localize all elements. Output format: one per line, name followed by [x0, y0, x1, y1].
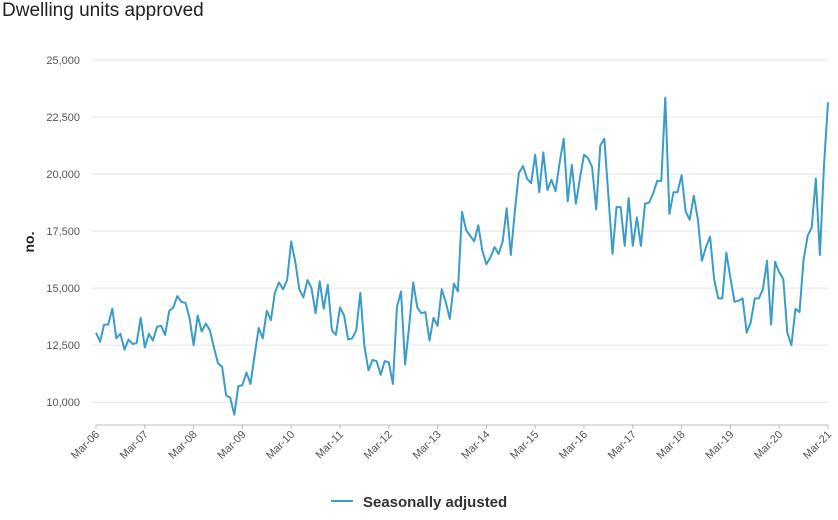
- y-tick-label: 22,500: [46, 112, 80, 124]
- x-tick-label: Mar-11: [314, 429, 347, 462]
- x-tick-label: Mar-07: [118, 429, 151, 462]
- x-tick-label: Mar-21: [801, 429, 834, 462]
- x-tick-label: Mar-13: [411, 429, 444, 462]
- x-tick-label: Mar-17: [606, 429, 639, 462]
- y-tick-label: 20,000: [46, 169, 80, 181]
- x-tick-label: Mar-10: [264, 429, 297, 462]
- y-tick-label: 25,000: [46, 55, 80, 67]
- gridlines: [92, 59, 828, 403]
- legend-swatch: [330, 500, 353, 503]
- x-axis-ticks: Mar-06 Mar-07 Mar-08 Mar-09 Mar-10 Mar-11 Mar-…: [69, 425, 834, 462]
- legend-label: Seasonally adjusted: [362, 494, 508, 511]
- x-tick-label: Mar-09: [215, 429, 248, 462]
- x-tick-label: Mar-16: [557, 429, 590, 462]
- series-line-seasonally-adjusted: [95, 96, 829, 416]
- chart-title: Dwelling units approved: [2, 0, 204, 21]
- y-tick-label: 15,000: [46, 283, 80, 295]
- x-tick-label: Mar-18: [655, 429, 688, 462]
- legend[interactable]: Seasonally adjusted: [0, 494, 838, 511]
- x-tick-label: Mar-14: [459, 429, 492, 462]
- y-axis-label: no.: [21, 232, 37, 253]
- x-tick-label: Mar-08: [167, 429, 200, 462]
- x-tick-label: Mar-20: [752, 429, 785, 462]
- x-tick-label: Mar-19: [703, 429, 736, 462]
- y-axis-ticks: 10,000 12,500 15,000 17,500 20,000 22,500 25,0…: [46, 55, 80, 409]
- y-tick-label: 17,500: [46, 226, 80, 238]
- y-tick-label: 10,000: [46, 397, 80, 409]
- y-tick-label: 12,500: [46, 340, 80, 352]
- x-tick-label: Mar-15: [508, 429, 541, 462]
- x-tick-label: Mar-06: [69, 429, 102, 462]
- x-tick-label: Mar-12: [362, 429, 395, 462]
